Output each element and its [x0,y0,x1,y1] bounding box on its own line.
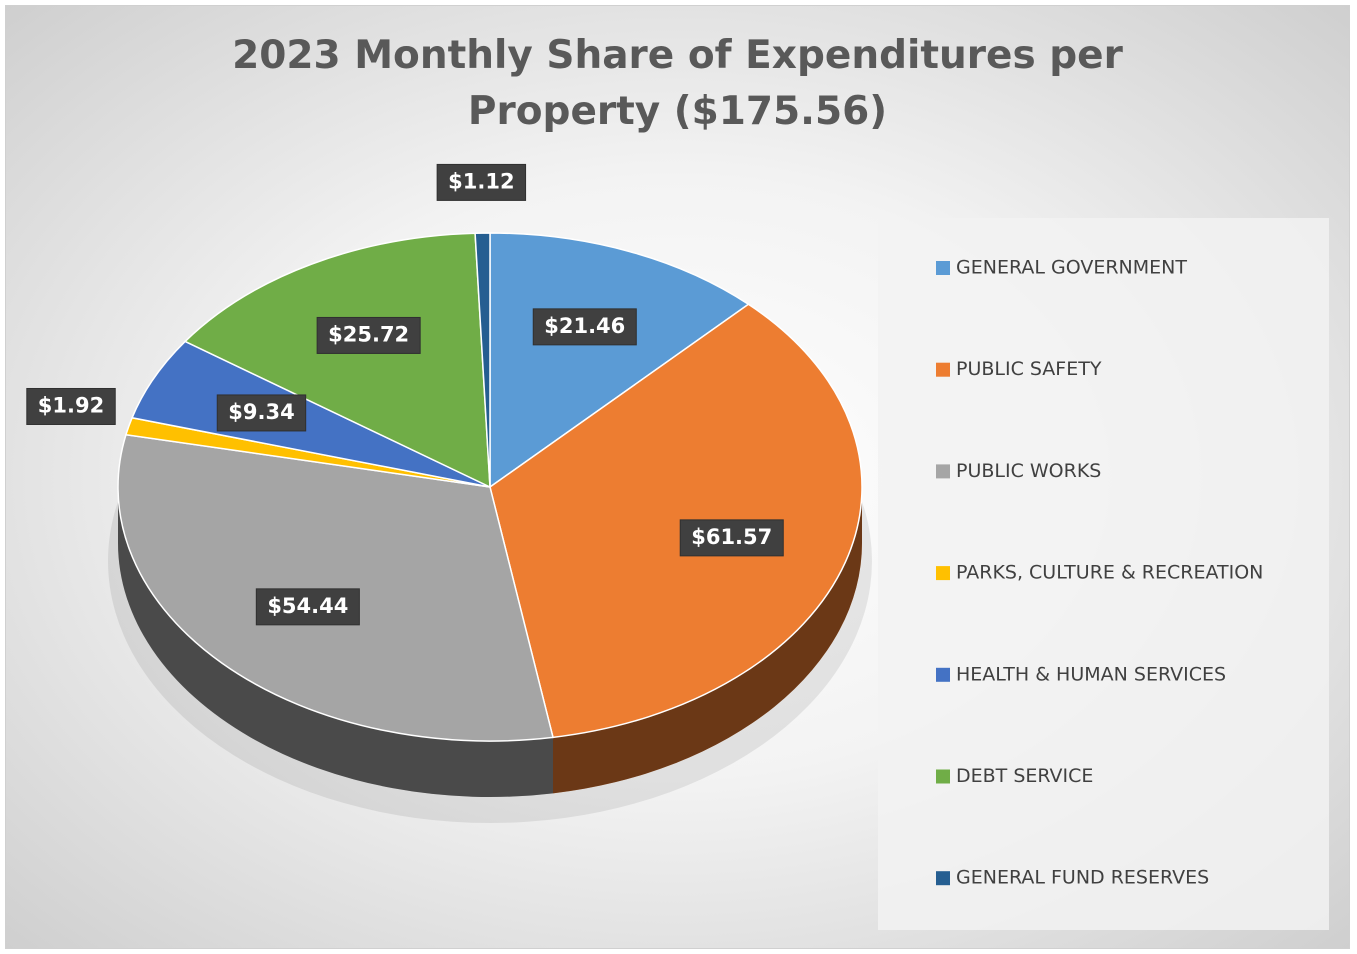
legend-box [878,218,1329,930]
data-label-text: $25.72 [328,322,409,346]
data-label-text: $54.44 [267,594,348,618]
data-label-text: $1.12 [448,169,514,193]
legend-swatch [936,261,950,275]
slice [489,303,863,739]
data-label-box [532,308,637,346]
data-label-text: $9.34 [228,400,294,424]
data-label: $1.92 [26,387,116,425]
slice [489,232,750,489]
data-label: $54.44 [255,588,360,626]
data-label-text: $21.46 [544,314,625,338]
data-label-box [26,387,116,425]
legend-swatch [936,871,950,886]
chart-title: 2023 Monthly Share of Expenditures per P… [232,33,1123,134]
slice-side-shade [552,487,862,794]
legend-label: PUBLIC SAFETY [956,358,1102,380]
data-label: $25.72 [316,316,421,354]
data-label-box [436,163,527,201]
data-label: $1.12 [436,163,527,201]
slice-side-shade [118,487,553,798]
legend-label: GENERAL GOVERNMENT [956,257,1187,279]
legend-swatch [936,566,950,581]
data-label-box [216,394,307,432]
data-label-text: $1.92 [38,393,104,417]
legend-swatch [936,769,950,784]
data-label: $21.46 [532,308,637,346]
legend-swatch [936,362,950,377]
data-label-text: $61.57 [691,525,772,549]
legend-label: PUBLIC WORKS [956,460,1101,482]
slice [183,232,491,489]
legend-label: DEBT SERVICE [956,765,1093,787]
legend-label: HEALTH & HUMAN SERVICES [956,663,1226,685]
legend-swatch [936,667,950,682]
data-label: $61.57 [679,519,784,557]
data-label-box [679,519,784,557]
legend-label: GENERAL FUND RESERVES [956,867,1209,889]
data-label: $9.34 [216,394,307,432]
slice [474,232,491,488]
legend-label: PARKS, CULTURE & RECREATION [956,562,1263,584]
slice [117,433,554,742]
data-label-box [255,588,360,626]
data-label-box [316,316,421,354]
legend-swatch [936,464,950,479]
